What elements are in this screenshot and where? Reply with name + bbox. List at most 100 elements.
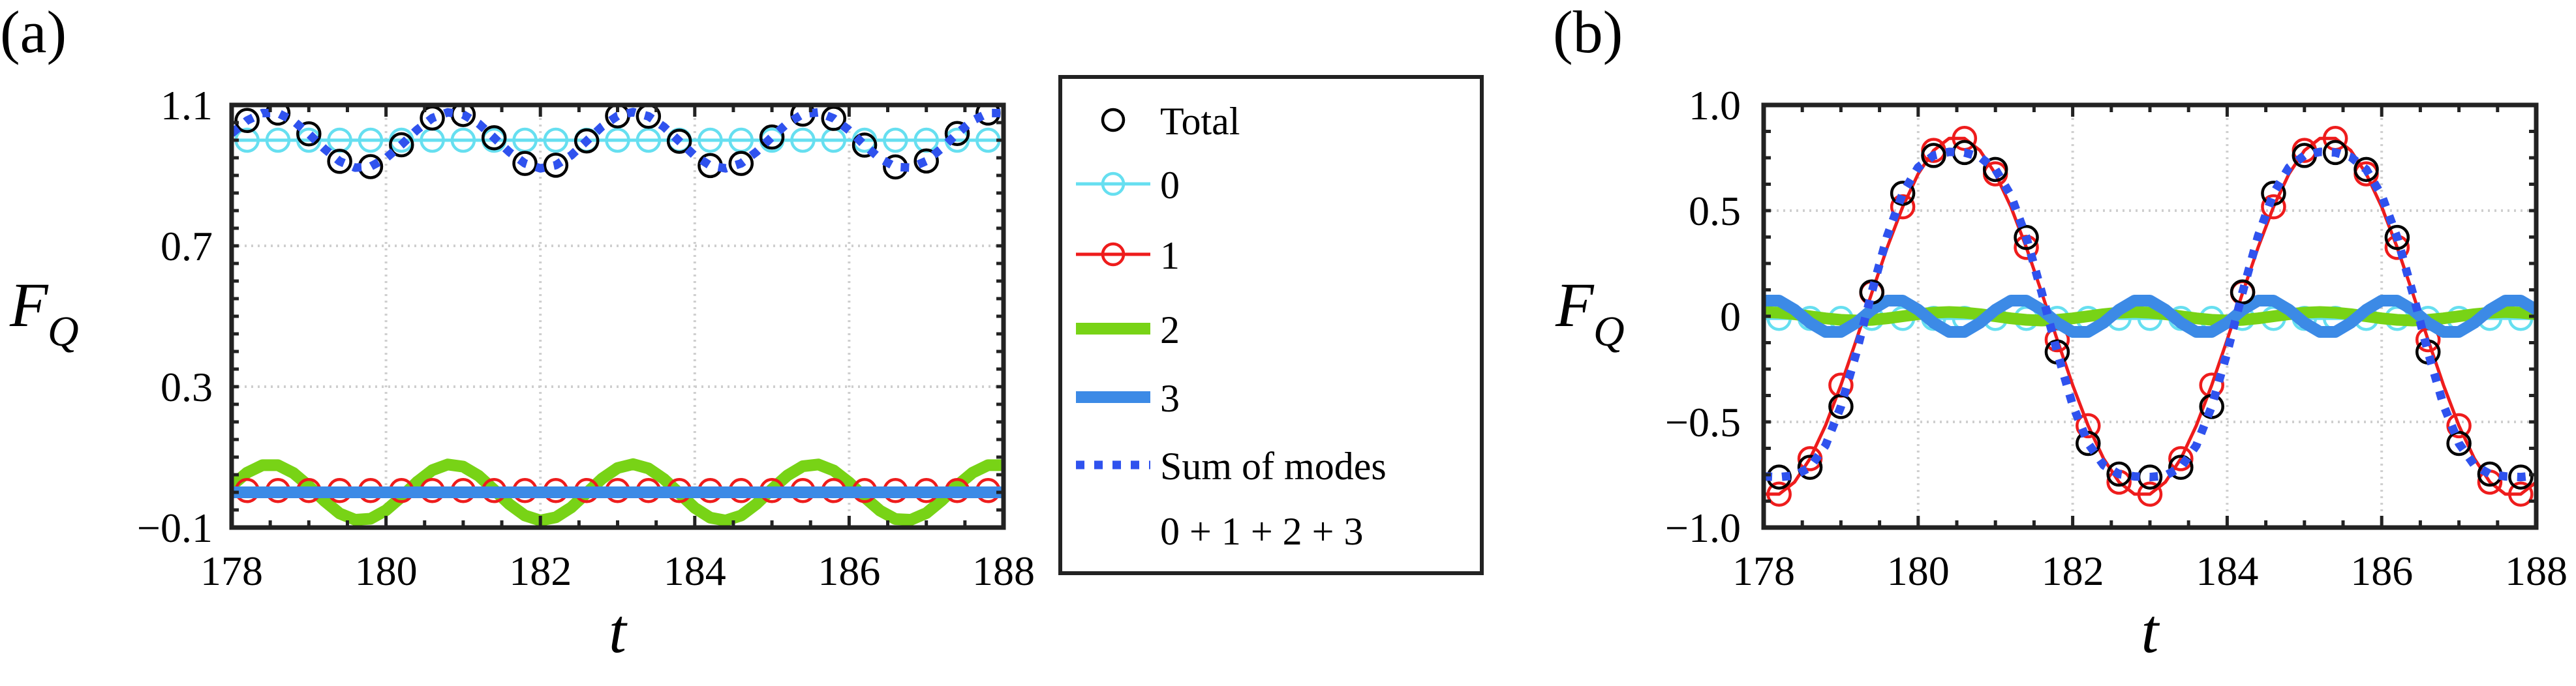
- series-mode-2: [1764, 306, 2536, 327]
- data-point: [543, 127, 569, 153]
- data-point: [389, 132, 414, 158]
- y-axis-label: F: [9, 270, 49, 340]
- legend-label-3: 3: [1160, 377, 1180, 420]
- legend-label-sum-line2: 0 + 1 + 2 + 3: [1160, 510, 1364, 553]
- data-point: [327, 149, 352, 174]
- series-mode-2: [232, 458, 1004, 527]
- data-point: [944, 121, 970, 146]
- data-point: [512, 151, 538, 176]
- data-point: [1921, 143, 1946, 168]
- y-axis-label-subscript: Q: [1593, 308, 1625, 355]
- legend-label-1: 1: [1160, 234, 1180, 277]
- y-axis-label: F: [1555, 270, 1595, 340]
- x-tick-label: 180: [1887, 548, 1950, 594]
- panel-b: (b) 178 180 182 184 186 188 1.0 0.5 0 −0.5 −1.0 t F Q: [1553, 0, 2568, 666]
- plot-area: [1764, 125, 2536, 507]
- data-point: [2230, 279, 2256, 305]
- data-point: [851, 132, 878, 158]
- legend: Total 0 1 2 3 Sum of modes 0 + 1 + 2 + 3: [1058, 75, 1484, 575]
- y-axis-label-subscript: Q: [48, 308, 79, 355]
- y-tick-label: 0: [1720, 293, 1741, 340]
- data-point: [2168, 455, 2194, 480]
- data-point: [450, 127, 476, 153]
- legend-label-0: 0: [1160, 164, 1180, 207]
- data-point: [296, 121, 322, 147]
- data-point: [2014, 224, 2039, 250]
- x-tick-label: 178: [200, 548, 263, 594]
- data-point: [234, 108, 260, 134]
- legend-label-total: Total: [1160, 100, 1240, 143]
- legend-swatch: [1076, 172, 1150, 196]
- series-mode-0: [232, 127, 1004, 153]
- data-point: [2076, 413, 2101, 439]
- data-point: [358, 127, 384, 153]
- y-tick-label: 0.7: [161, 223, 213, 269]
- legend-swatch: [1101, 108, 1126, 132]
- data-point: [1766, 481, 1792, 507]
- data-point: [759, 124, 785, 150]
- series-line: [1764, 147, 2536, 482]
- data-point: [543, 153, 569, 178]
- data-point: [2508, 481, 2534, 507]
- data-point: [2508, 464, 2534, 490]
- data-point: [2106, 461, 2132, 487]
- legend-label-sum: Sum of modes: [1160, 445, 1387, 488]
- data-point: [666, 128, 692, 154]
- series-mode-3: [1764, 295, 2536, 338]
- series-line: [1764, 295, 2536, 338]
- data-point: [790, 127, 816, 153]
- y-tick-label: 0.5: [1689, 188, 1741, 234]
- data-point: [2446, 413, 2472, 439]
- data-point: [883, 127, 908, 153]
- data-point: [2168, 446, 2194, 471]
- legend-marker: [1101, 172, 1126, 196]
- data-point: [2384, 224, 2410, 250]
- data-point: [698, 127, 723, 153]
- x-tick-label: 186: [818, 548, 880, 594]
- x-tick-label: 184: [664, 548, 726, 594]
- series-line: [232, 458, 1004, 527]
- x-tick-label: 182: [2042, 548, 2104, 594]
- x-tick-label: 184: [2196, 548, 2258, 594]
- y-tick-label: −0.5: [1665, 399, 1741, 445]
- data-point: [2322, 140, 2348, 166]
- data-point: [481, 125, 507, 151]
- x-tick-label: 186: [2350, 548, 2413, 594]
- data-point: [1982, 157, 2008, 183]
- data-point: [1797, 455, 1823, 480]
- series-sum-of-modes: [232, 108, 1004, 173]
- x-tick-label: 188: [2505, 548, 2568, 594]
- data-point: [2292, 143, 2318, 168]
- x-tick-label: 180: [355, 548, 418, 594]
- legend-marker: [1101, 108, 1126, 132]
- legend-label-2: 2: [1160, 308, 1180, 351]
- data-point: [296, 127, 322, 153]
- panel-a: (a) 178 180 182 184 186 188 1.1 0.7 0.3 −0.1 t F Q: [0, 0, 1035, 666]
- y-tick-label: −1.0: [1665, 505, 1741, 551]
- data-point: [2261, 194, 2286, 220]
- series-total: [234, 105, 1001, 180]
- x-tick-label: 178: [1732, 548, 1795, 594]
- data-point: [574, 128, 600, 154]
- legend-swatch: [1076, 242, 1150, 267]
- y-tick-label: −0.1: [137, 505, 213, 551]
- panel-label: (a): [0, 0, 67, 65]
- series-sum-of-modes: [1764, 147, 2536, 482]
- data-point: [821, 106, 846, 131]
- data-point: [605, 127, 630, 153]
- data-point: [913, 148, 939, 174]
- legend-marker: [1101, 242, 1126, 267]
- series-line: [1764, 306, 2536, 327]
- y-tick-label: 1.1: [161, 82, 213, 128]
- data-point: [265, 127, 291, 153]
- data-point: [2137, 481, 2163, 507]
- panel-label: (b): [1553, 0, 1623, 65]
- y-tick-label: 0.3: [161, 364, 213, 410]
- x-axis-label: t: [609, 596, 628, 666]
- data-point: [728, 151, 754, 176]
- x-axis-label: t: [2141, 596, 2160, 666]
- x-tick-label: 182: [509, 548, 572, 594]
- x-tick-label: 188: [972, 548, 1035, 594]
- data-point: [2354, 157, 2379, 183]
